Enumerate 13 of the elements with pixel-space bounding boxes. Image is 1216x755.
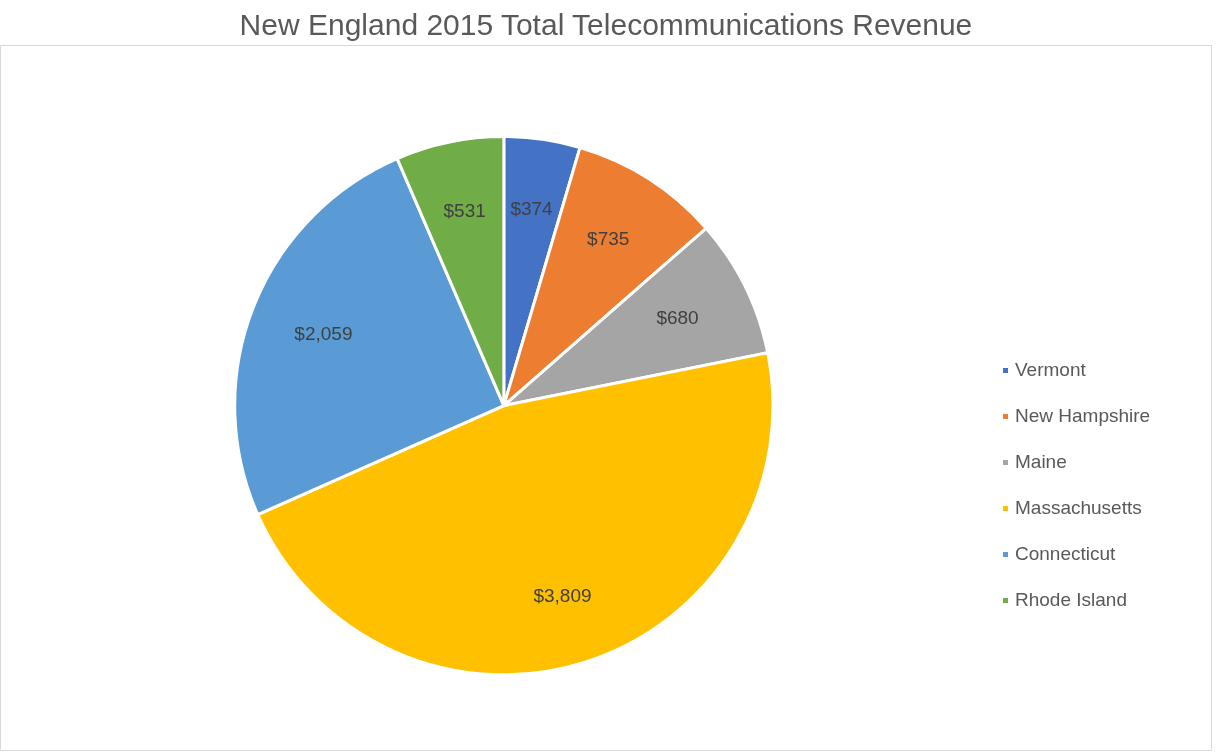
legend-label: Maine bbox=[1015, 451, 1067, 473]
data-label: $735 bbox=[587, 227, 630, 249]
chart-title: New England 2015 Total Telecommunications Revenue bbox=[239, 7, 973, 41]
legend-label: Vermont bbox=[1015, 359, 1086, 381]
data-label: $3,809 bbox=[533, 584, 592, 606]
legend-label: New Hampshire bbox=[1015, 405, 1151, 427]
data-label: $2,059 bbox=[294, 322, 353, 344]
legend-label: Massachusetts bbox=[1015, 497, 1142, 519]
data-label: $531 bbox=[443, 200, 486, 222]
legend-label: Connecticut bbox=[1015, 543, 1116, 565]
legend-label: Rhode Island bbox=[1015, 589, 1127, 611]
data-label: $680 bbox=[656, 307, 699, 329]
data-label: $374 bbox=[510, 198, 554, 220]
